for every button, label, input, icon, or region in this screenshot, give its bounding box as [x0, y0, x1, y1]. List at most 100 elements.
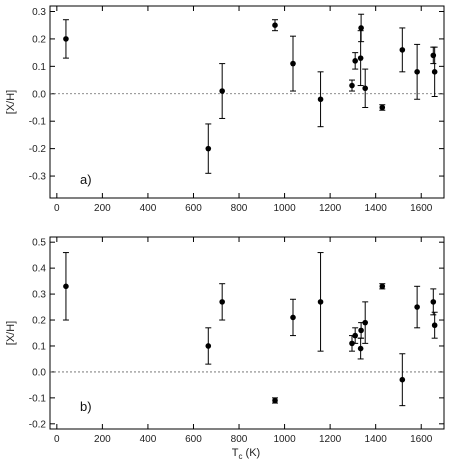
x-axis-title: Tc (K) — [232, 447, 260, 461]
marker — [414, 69, 420, 75]
x-tick-label: 800 — [231, 434, 248, 445]
y-tick-label: 0.0 — [32, 367, 46, 378]
data-point — [352, 52, 359, 70]
marker — [317, 96, 324, 103]
y-tick-label: -0.2 — [29, 419, 47, 430]
data-point — [290, 35, 297, 92]
data-point — [414, 285, 421, 329]
x-tick-label: 600 — [185, 434, 202, 445]
data-point — [358, 322, 365, 339]
y-tick-label: 0.4 — [32, 264, 46, 275]
panel-b-label: b) — [80, 399, 92, 414]
marker — [414, 304, 420, 310]
marker — [352, 332, 358, 339]
panel-b-y-ticks: -0.2 -0.1 0.0 0.1 0.2 0.3 0.4 0.5 — [29, 238, 444, 430]
y-tick-label: -0.2 — [29, 144, 47, 155]
data-point — [379, 104, 386, 111]
marker — [430, 52, 437, 59]
marker — [352, 58, 358, 64]
panel-b: -0.2 -0.1 0.0 0.1 0.2 0.3 0.4 0.5 0 200 400 600 800… — [5, 236, 445, 461]
marker — [430, 299, 437, 305]
marker — [358, 25, 364, 31]
marker — [357, 55, 364, 61]
data-point — [317, 71, 324, 128]
y-tick-label: 0.2 — [32, 34, 46, 45]
y-tick-label: 0.3 — [32, 7, 46, 18]
marker — [349, 340, 355, 347]
panel-a-y-axis-title: [X/H] — [5, 90, 17, 114]
panel-b-x-ticks: 0 200 400 600 800 1000 1200 1400 1600 — [54, 237, 433, 445]
x-tick-label: 200 — [94, 203, 111, 214]
panel-b-y-axis-title: [X/H] — [5, 321, 17, 345]
marker — [358, 327, 364, 334]
x-tick-label: 1200 — [319, 203, 342, 214]
x-tick-label: 1000 — [273, 434, 296, 445]
data-point — [272, 397, 279, 404]
x-axis-title-main: T — [232, 447, 239, 459]
x-tick-label: 400 — [140, 203, 157, 214]
marker — [399, 376, 406, 383]
data-point — [219, 63, 226, 119]
marker — [362, 85, 369, 92]
data-point — [431, 311, 438, 339]
marker — [349, 82, 355, 89]
data-point — [272, 19, 279, 32]
x-tick-label: 1400 — [365, 434, 388, 445]
data-point — [62, 19, 69, 59]
y-tick-label: -0.1 — [29, 117, 47, 128]
x-axis-title-unit: (K) — [243, 447, 261, 459]
y-tick-label: 0.1 — [32, 341, 46, 352]
x-tick-label: 1400 — [365, 203, 388, 214]
data-point — [205, 123, 212, 174]
panel-a-y-ticks: -0.3 -0.2 -0.1 0.0 0.1 0.2 0.3 — [29, 7, 444, 183]
marker — [63, 36, 69, 42]
data-point — [290, 298, 297, 337]
x-tick-label: 1200 — [319, 434, 342, 445]
x-tick-label: 1600 — [410, 434, 433, 445]
data-point — [357, 337, 364, 360]
y-tick-label: 0.5 — [32, 238, 46, 249]
marker — [431, 69, 438, 75]
marker — [272, 22, 278, 29]
data-point — [430, 288, 437, 316]
x-axis-title-subscript: c — [239, 452, 243, 461]
data-point — [379, 283, 386, 290]
marker — [290, 60, 296, 67]
marker — [63, 283, 69, 290]
marker — [219, 299, 225, 305]
data-point — [399, 353, 406, 407]
data-point — [352, 327, 359, 344]
data-point — [399, 27, 406, 73]
marker — [379, 104, 386, 111]
data-point — [362, 68, 369, 108]
x-tick-label: 200 — [94, 434, 111, 445]
data-point — [205, 327, 212, 365]
marker — [205, 145, 212, 152]
marker — [317, 299, 324, 305]
panel-a-frame — [49, 5, 445, 199]
marker — [379, 283, 386, 290]
data-point — [430, 46, 437, 65]
marker — [205, 343, 212, 349]
x-tick-label: 400 — [140, 434, 157, 445]
y-tick-label: -0.3 — [29, 172, 47, 183]
x-tick-label: 0 — [54, 434, 60, 445]
data-point — [62, 252, 69, 321]
data-point — [358, 13, 365, 43]
panel-b-data-points — [62, 252, 438, 407]
y-tick-label: 0.0 — [32, 89, 46, 100]
data-point — [219, 283, 226, 321]
panel-b-frame — [49, 236, 445, 430]
data-point — [348, 79, 355, 92]
marker — [362, 319, 369, 326]
marker — [290, 314, 296, 321]
x-tick-label: 800 — [231, 203, 248, 214]
panel-a-x-ticks: 0 200 400 600 800 1000 1200 1400 1600 — [54, 6, 433, 214]
marker — [219, 88, 225, 94]
panel-a: -0.3 -0.2 -0.1 0.0 0.1 0.2 0.3 0 200 400 600 800 10… — [5, 5, 445, 214]
panel-a-data-points — [62, 13, 438, 174]
marker — [431, 322, 438, 329]
data-point — [317, 252, 324, 352]
x-tick-label: 1000 — [273, 203, 296, 214]
